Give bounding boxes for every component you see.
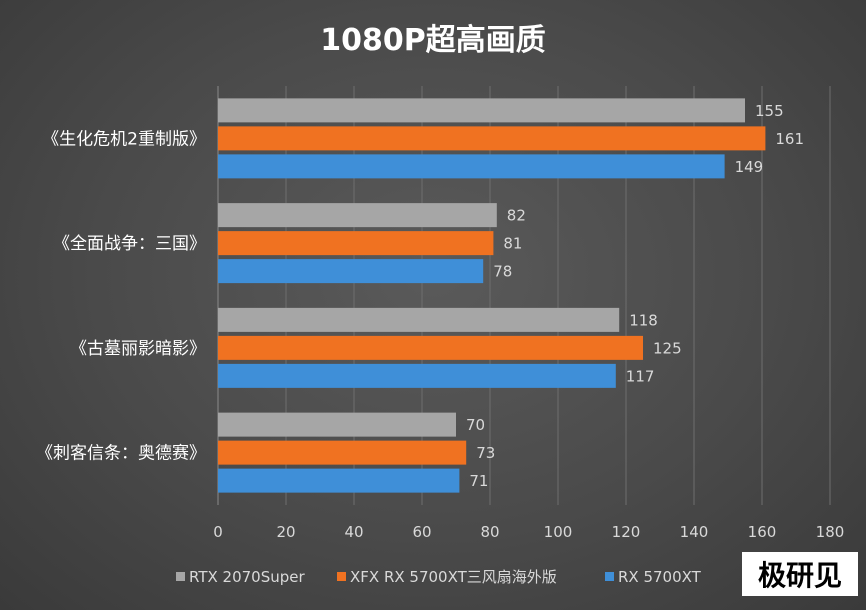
data-label: 81 [503, 235, 522, 253]
bar [218, 307, 620, 332]
data-label: 82 [507, 207, 526, 225]
x-tick-label: 180 [816, 523, 845, 541]
data-label: 71 [469, 472, 488, 490]
category-label: 《生化危机2重制版》 [42, 129, 206, 149]
data-label: 149 [735, 158, 764, 176]
bars [218, 98, 766, 493]
legend-swatch [605, 572, 614, 581]
data-label: 117 [626, 367, 655, 385]
bar [218, 468, 460, 493]
data-label: 155 [755, 102, 784, 120]
bar [218, 259, 484, 284]
x-tick-label: 120 [612, 523, 641, 541]
x-tick-label: 40 [344, 523, 363, 541]
x-tick-label: 80 [480, 523, 499, 541]
bar [218, 231, 494, 256]
bar [218, 335, 643, 360]
data-label: 70 [466, 416, 485, 434]
category-label: 《古墓丽影暗影》 [70, 339, 206, 359]
bar [218, 126, 766, 151]
x-tick-label: 20 [276, 523, 295, 541]
bar [218, 98, 745, 123]
bar [218, 363, 616, 388]
bar [218, 412, 456, 437]
data-label: 78 [493, 263, 512, 281]
category-label: 《全面战争：三国》 [53, 234, 206, 254]
watermark: 极研见 [742, 552, 858, 596]
data-label: 73 [476, 444, 495, 462]
watermark-text: 极研见 [758, 559, 842, 592]
bar [218, 154, 725, 179]
value-labels: 155 161 149 82 81 78 118 125 117 70 73 71 [466, 102, 804, 490]
legend-label: XFX RX 5700XT三风扇海外版 [350, 568, 557, 586]
x-tick-label: 140 [680, 523, 709, 541]
legend-label: RX 5700XT [618, 568, 702, 586]
bar [218, 440, 467, 465]
x-tick-label: 100 [544, 523, 573, 541]
legend: RTX 2070Super XFX RX 5700XT三风扇海外版 RX 5700X… [176, 568, 702, 586]
x-axis-ticks: 0 20 40 60 80 100 120 140 160 180 [213, 523, 844, 541]
legend-swatch [337, 572, 346, 581]
category-labels: 《生化危机2重制版》《全面战争：三国》《古墓丽影暗影》《刺客信条：奥德赛》 [36, 129, 206, 463]
data-label: 161 [775, 130, 804, 148]
x-tick-label: 60 [412, 523, 431, 541]
x-tick-label: 160 [748, 523, 777, 541]
legend-label: RTX 2070Super [189, 568, 305, 586]
category-label: 《刺客信条：奥德赛》 [36, 443, 206, 464]
data-label: 125 [653, 339, 682, 357]
legend-swatch [176, 572, 185, 581]
data-label: 118 [629, 311, 658, 329]
bar [218, 203, 497, 228]
chart-title: 1080P超高画质 [320, 23, 545, 58]
x-tick-label: 0 [213, 523, 223, 541]
